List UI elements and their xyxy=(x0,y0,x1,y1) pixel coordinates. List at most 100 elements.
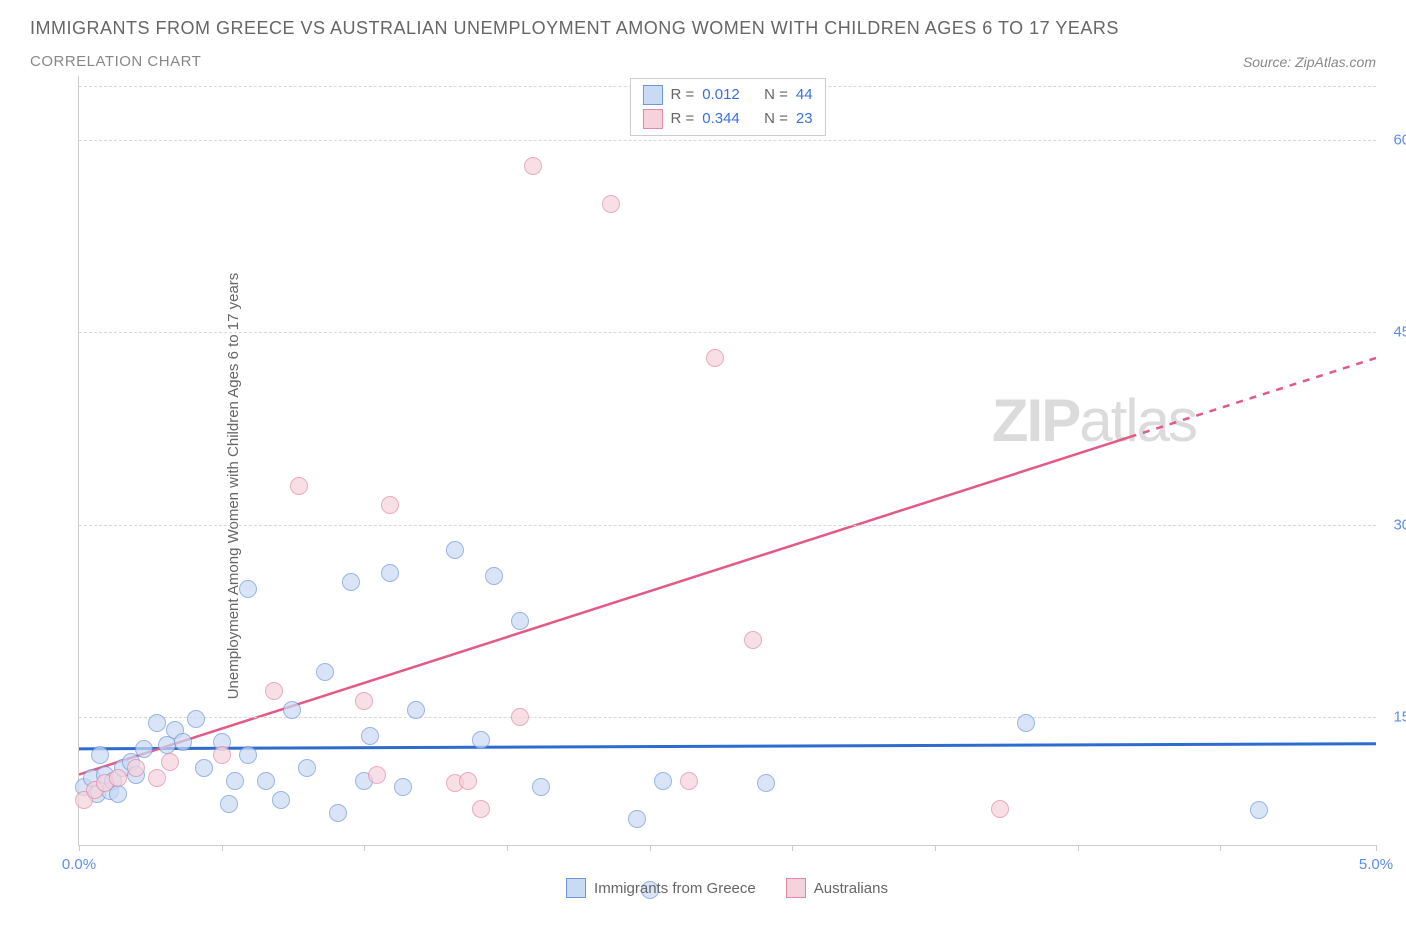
scatter-point-series-0 xyxy=(485,567,503,585)
series-0-name: Immigrants from Greece xyxy=(594,880,756,897)
watermark-zip: ZIP xyxy=(992,387,1079,454)
x-tick xyxy=(1078,845,1079,851)
label-N: N = xyxy=(764,83,788,107)
value-R-0: 0.012 xyxy=(702,83,740,107)
scatter-point-series-1 xyxy=(368,766,386,784)
scatter-point-series-0 xyxy=(1250,801,1268,819)
scatter-point-series-0 xyxy=(239,580,257,598)
scatter-point-series-1 xyxy=(511,708,529,726)
trend-line-dashed-series-1 xyxy=(1130,358,1376,437)
y-tick-label: 45.0% xyxy=(1381,324,1406,341)
scatter-point-series-0 xyxy=(316,663,334,681)
scatter-point-series-0 xyxy=(394,778,412,796)
scatter-point-series-0 xyxy=(239,746,257,764)
scatter-point-series-1 xyxy=(148,769,166,787)
stats-row-series-0: R = 0.012 N = 44 xyxy=(642,83,812,107)
swatch-series-1 xyxy=(642,109,662,129)
trend-line-series-1 xyxy=(79,437,1130,774)
scatter-point-series-1 xyxy=(127,759,145,777)
scatter-point-series-1 xyxy=(355,692,373,710)
chart-subtitle: CORRELATION CHART xyxy=(30,53,201,70)
legend-item-1: Australians xyxy=(786,878,888,898)
x-tick xyxy=(507,845,508,851)
swatch-series-0-b xyxy=(566,878,586,898)
x-tick xyxy=(1220,845,1221,851)
value-R-1: 0.344 xyxy=(702,107,740,131)
gridline-h xyxy=(79,140,1376,141)
scatter-point-series-1 xyxy=(472,800,490,818)
scatter-point-series-1 xyxy=(109,769,127,787)
y-tick-label: 30.0% xyxy=(1381,516,1406,533)
scatter-point-series-0 xyxy=(532,778,550,796)
scatter-point-series-0 xyxy=(757,774,775,792)
label-N: N = xyxy=(764,107,788,131)
stats-row-series-1: R = 0.344 N = 23 xyxy=(642,107,812,131)
x-tick xyxy=(935,845,936,851)
scatter-point-series-0 xyxy=(187,710,205,728)
scatter-point-series-1 xyxy=(161,753,179,771)
gridline-h xyxy=(79,332,1376,333)
x-tick xyxy=(364,845,365,851)
x-tick xyxy=(1376,845,1377,851)
scatter-point-series-0 xyxy=(1017,714,1035,732)
scatter-point-series-0 xyxy=(329,804,347,822)
x-tick-label: 0.0% xyxy=(62,856,96,873)
scatter-point-series-0 xyxy=(91,746,109,764)
swatch-series-1-b xyxy=(786,878,806,898)
x-tick xyxy=(792,845,793,851)
scatter-point-series-1 xyxy=(459,772,477,790)
scatter-point-series-0 xyxy=(298,759,316,777)
gridline-h xyxy=(79,717,1376,718)
y-tick-label: 15.0% xyxy=(1381,708,1406,725)
scatter-point-series-1 xyxy=(290,477,308,495)
swatch-series-0 xyxy=(642,85,662,105)
watermark-atlas: atlas xyxy=(1079,387,1196,454)
label-R: R = xyxy=(670,107,694,131)
scatter-point-series-0 xyxy=(654,772,672,790)
value-N-1: 23 xyxy=(796,107,813,131)
value-N-0: 44 xyxy=(796,83,813,107)
scatter-point-series-0 xyxy=(472,731,490,749)
scatter-point-series-0 xyxy=(628,810,646,828)
scatter-point-series-0 xyxy=(446,541,464,559)
source-label: Source: ZipAtlas.com xyxy=(1243,54,1376,70)
scatter-point-series-1 xyxy=(265,682,283,700)
trend-line-series-0 xyxy=(79,744,1376,749)
page-title: IMMIGRANTS FROM GREECE VS AUSTRALIAN UNE… xyxy=(30,18,1376,39)
label-R: R = xyxy=(670,83,694,107)
scatter-point-series-1 xyxy=(602,195,620,213)
scatter-point-series-0 xyxy=(226,772,244,790)
scatter-point-series-0 xyxy=(257,772,275,790)
scatter-point-series-1 xyxy=(524,157,542,175)
watermark: ZIPatlas xyxy=(992,386,1196,455)
x-tick-label: 5.0% xyxy=(1359,856,1393,873)
scatter-point-series-0 xyxy=(195,759,213,777)
scatter-point-series-0 xyxy=(283,701,301,719)
x-tick xyxy=(79,845,80,851)
scatter-point-series-0 xyxy=(342,573,360,591)
scatter-point-series-0 xyxy=(272,791,290,809)
y-tick-label: 60.0% xyxy=(1381,132,1406,149)
scatter-point-series-1 xyxy=(381,496,399,514)
scatter-point-series-1 xyxy=(744,631,762,649)
series-1-name: Australians xyxy=(814,880,888,897)
scatter-point-series-0 xyxy=(220,795,238,813)
scatter-point-series-0 xyxy=(148,714,166,732)
scatter-point-series-0 xyxy=(174,733,192,751)
scatter-point-series-0 xyxy=(511,612,529,630)
scatter-point-series-1 xyxy=(213,746,231,764)
x-tick xyxy=(650,845,651,851)
scatter-point-series-1 xyxy=(680,772,698,790)
scatter-point-series-0 xyxy=(361,727,379,745)
plot-area: ZIPatlas R = 0.012 N = 44 R = 0.344 N = … xyxy=(78,76,1376,846)
scatter-point-series-1 xyxy=(706,349,724,367)
scatter-point-series-0 xyxy=(381,564,399,582)
x-tick xyxy=(222,845,223,851)
scatter-point-series-0 xyxy=(407,701,425,719)
series-legend: Immigrants from Greece Australians xyxy=(78,878,1376,898)
legend-item-0: Immigrants from Greece xyxy=(566,878,756,898)
subtitle-row: CORRELATION CHART Source: ZipAtlas.com xyxy=(30,53,1376,70)
trend-lines xyxy=(79,76,1376,845)
gridline-h xyxy=(79,525,1376,526)
stats-legend: R = 0.012 N = 44 R = 0.344 N = 23 xyxy=(629,78,825,136)
